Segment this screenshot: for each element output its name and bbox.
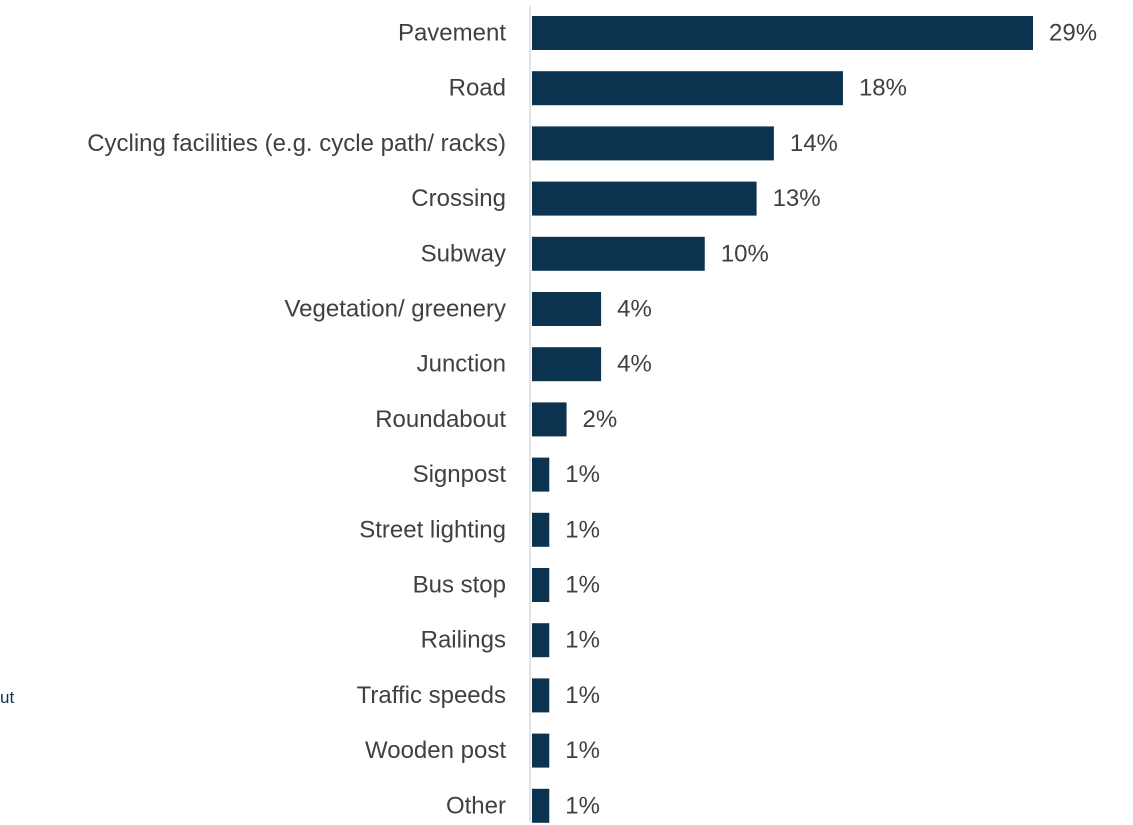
bar [532,678,550,713]
category-label: Subway [421,240,506,267]
value-label: 4% [617,296,652,323]
category-label: Junction [417,351,506,378]
value-label: 1% [565,516,600,543]
category-label: Pavement [398,20,506,47]
value-label: 14% [790,130,838,157]
value-label: 1% [565,461,600,488]
category-label: Signpost [413,461,507,488]
bar [532,71,843,106]
value-label: 1% [565,737,600,764]
value-label: 1% [565,682,600,709]
value-label: 4% [617,351,652,378]
value-label: 18% [859,75,907,102]
category-label: Bus stop [413,572,506,599]
value-label: 1% [565,627,600,654]
category-label: Cycling facilities (e.g. cycle path/ rac… [87,130,506,157]
bar [532,512,550,547]
category-label: Traffic speeds [357,682,506,709]
category-label: Roundabout [375,406,506,433]
bar [532,236,705,271]
category-label: Crossing [411,185,506,212]
value-label: 2% [583,406,618,433]
bar [532,788,550,823]
value-label: 1% [565,792,600,819]
category-label: Railings [421,627,506,654]
bar [532,292,602,326]
category-label: Other [446,792,506,819]
value-label: 1% [565,572,600,599]
bar [532,126,774,161]
cropped-text-fragment: ut [0,688,15,707]
value-label: 29% [1049,20,1097,47]
value-label: 13% [773,185,821,212]
value-label: 10% [721,240,769,267]
bar [532,402,567,437]
bars [532,16,1033,823]
bar [532,568,550,602]
category-label: Road [449,75,506,102]
value-labels: 29% 18% 14% 13% 10% 4% 4% 2% 1% 1% 1% 1% 1% 1% 1% [565,20,1097,820]
bar [532,347,602,382]
category-labels: Pavement Road Cycling facilities (e.g. cyc… [87,20,506,820]
bar [532,16,1033,50]
category-label: Wooden post [365,737,506,764]
bar [532,181,757,216]
category-label: Vegetation/ greenery [285,296,507,323]
bar [532,457,550,492]
category-label: Street lighting [359,516,506,543]
bar [532,733,550,768]
bar [532,623,550,658]
